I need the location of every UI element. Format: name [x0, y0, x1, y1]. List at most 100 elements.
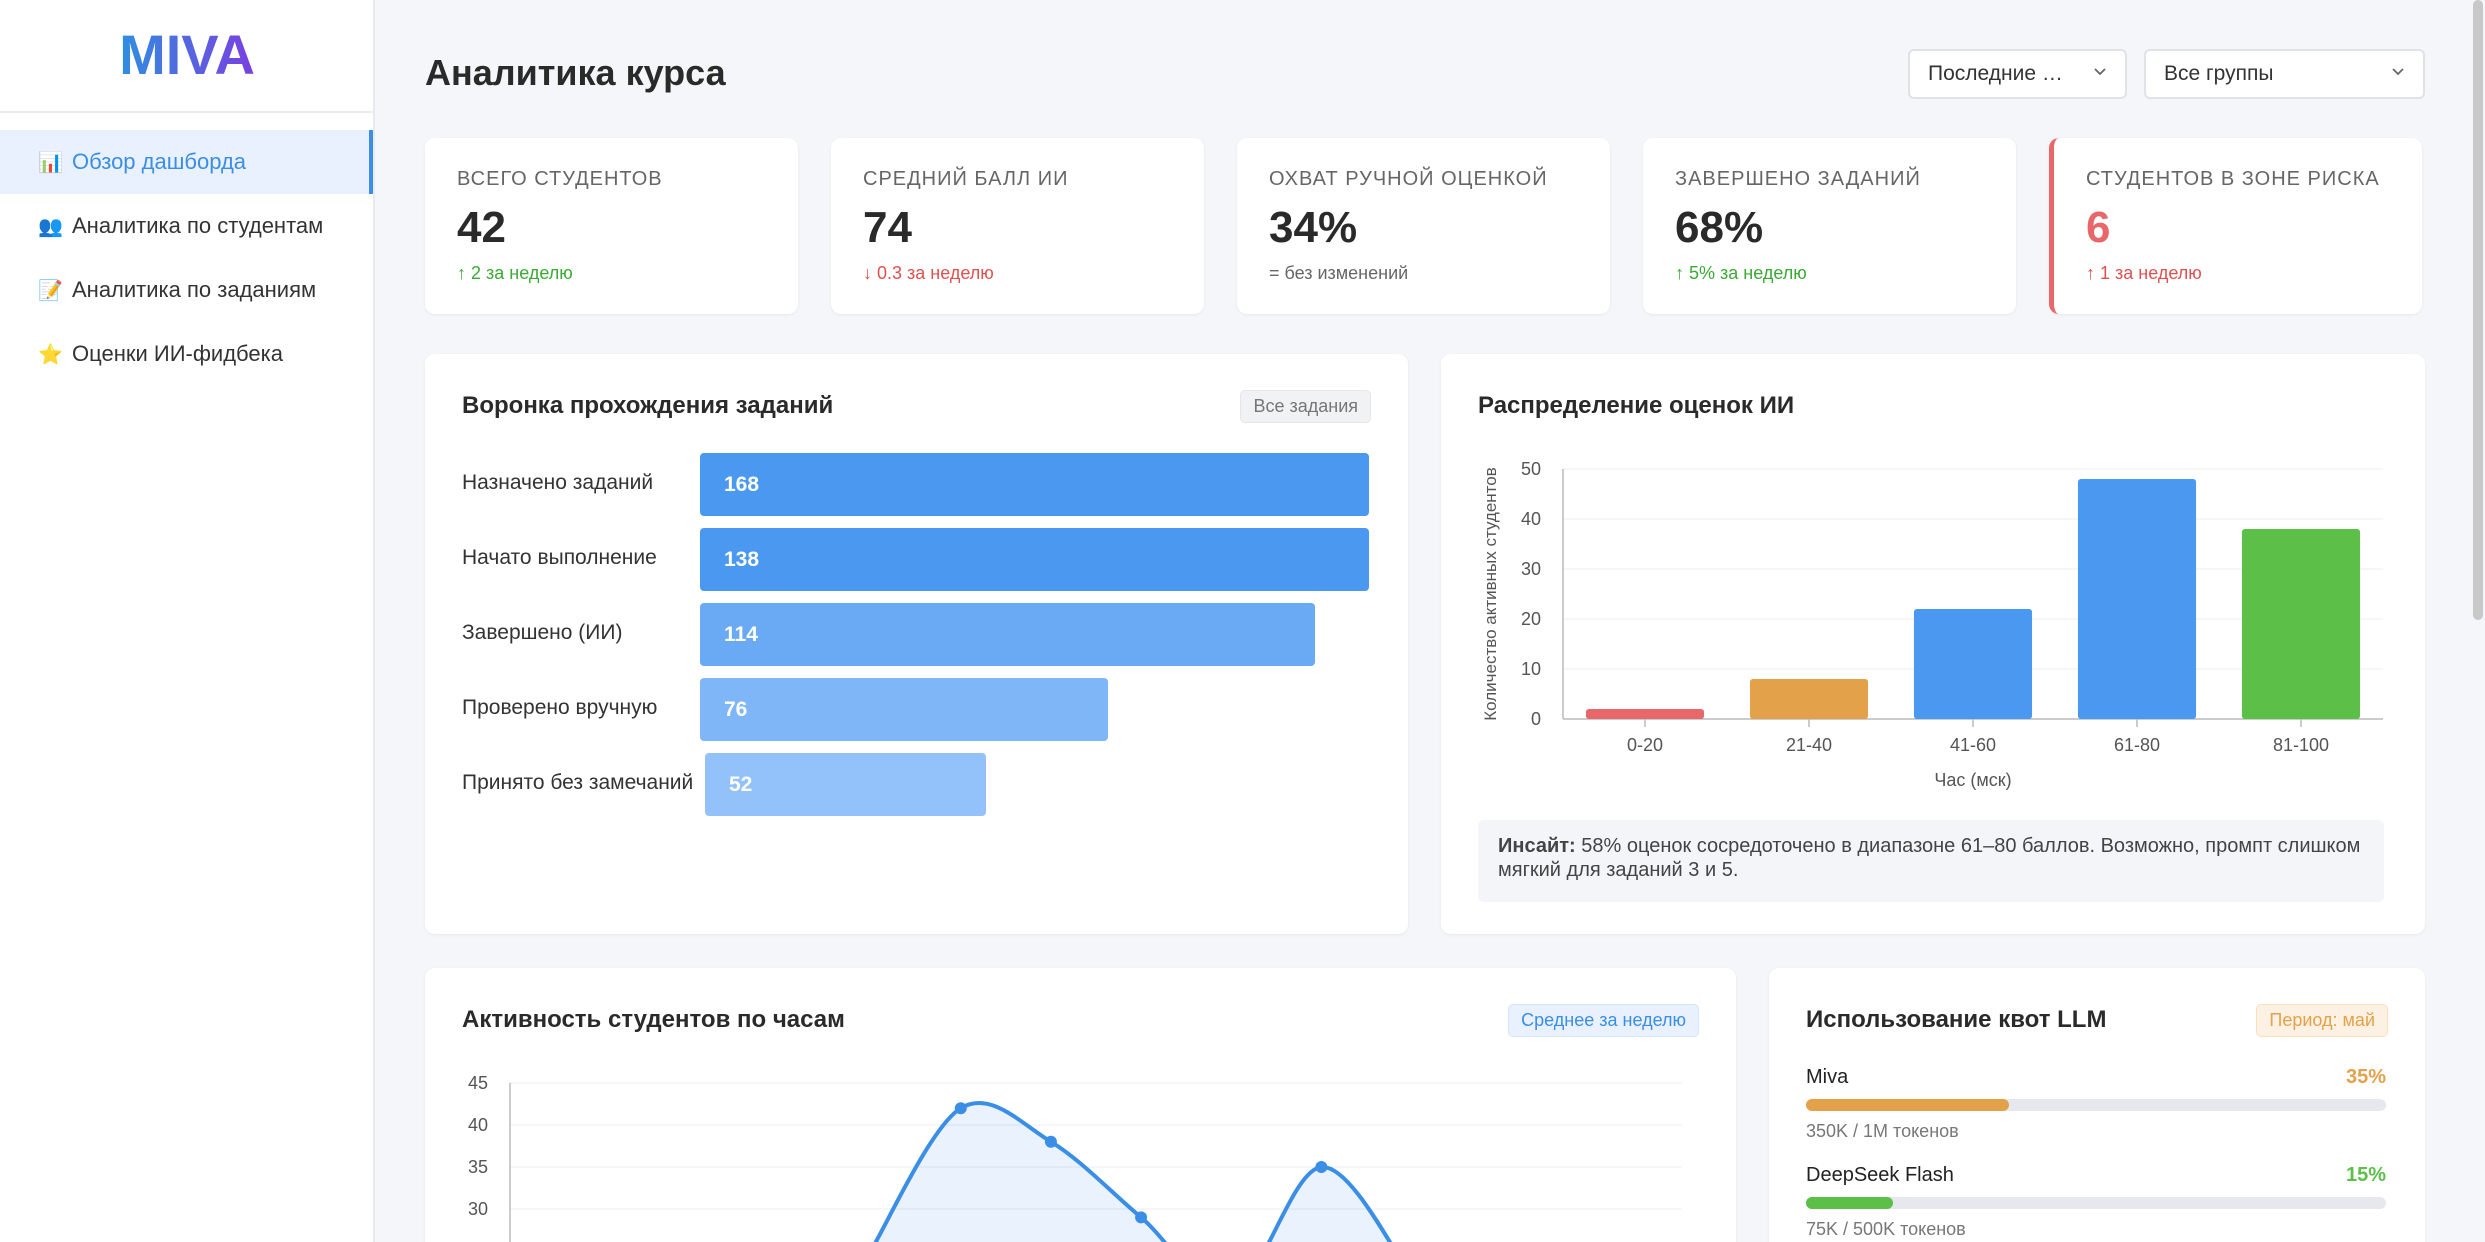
miva-logo: MIVA — [119, 26, 255, 86]
star-icon: ⭐ — [38, 343, 63, 366]
y-tick-label: 40 — [1521, 509, 1541, 529]
bar-chart-icon: 📊 — [38, 151, 63, 174]
insight-box: Инсайт: 58% оценок сосредоточено в диапа… — [1478, 820, 2384, 902]
quota-track — [1806, 1099, 2386, 1111]
kpi-total-students: ВСЕГО СТУДЕНТОВ 42 ↑ 2 за неделю — [425, 138, 798, 314]
y-tick-label: 50 — [1521, 459, 1541, 479]
quota-period-badge[interactable]: Период: май — [2256, 1004, 2388, 1037]
bar — [1749, 679, 1869, 719]
x-axis-label: Час (мск) — [1934, 770, 2011, 790]
kpi-delta: ↑ 1 за неделю — [2086, 263, 2202, 283]
kpi-label: ЗАВЕРШЕНО ЗАДАНИЙ — [1675, 168, 1921, 190]
funnel-bar: 76 — [700, 678, 1108, 741]
y-tick-label: 45 — [468, 1073, 488, 1093]
group-select-value: Все группы — [2164, 62, 2274, 85]
data-point — [954, 1102, 967, 1115]
svg-text:MIVA: MIVA — [119, 26, 255, 86]
funnel-row-label: Проверено вручную — [462, 696, 658, 719]
grade-chart-title: Распределение оценок ИИ — [1478, 392, 1795, 419]
data-point — [1315, 1161, 1328, 1173]
sidebar-item-assignments[interactable]: 📝 Аналитика по заданиям — [0, 258, 373, 322]
funnel-row-label: Начато выполнение — [462, 546, 657, 569]
data-point — [1135, 1211, 1148, 1224]
funnel-row: Начато выполнение 138 — [462, 528, 1369, 591]
sidebar-item-label: Обзор дашборда — [72, 149, 247, 174]
period-select[interactable]: Последние … — [1908, 49, 2127, 99]
kpi-delta: ↑ 5% за неделю — [1675, 263, 1807, 283]
kpi-manual-coverage: ОХВАТ РУЧНОЙ ОЦЕНКОЙ 34% = без изменений — [1237, 138, 1610, 314]
funnel-row: Завершено (ИИ) 114 — [462, 603, 1362, 666]
kpi-label: СТУДЕНТОВ В ЗОНЕ РИСКА — [2086, 168, 2380, 190]
funnel-row: Проверено вручную 76 — [462, 678, 1362, 741]
funnel-row: Принято без замечаний 52 — [462, 753, 1362, 816]
sidebar-nav: 📊 Обзор дашборда 👥 Аналитика по студента… — [0, 113, 373, 386]
x-tick-label: 21-40 — [1786, 735, 1832, 755]
kpi-at-risk-students: СТУДЕНТОВ В ЗОНЕ РИСКА 6 ↑ 1 за неделю — [2049, 138, 2422, 314]
kpi-value: 6 — [2086, 203, 2111, 252]
kpi-delta: ↑ 2 за неделю — [457, 263, 573, 283]
quota-tokens: 350K / 1M токенов — [1806, 1121, 1959, 1141]
quota-percent: 15% — [2345, 1164, 2386, 1186]
quota-item-miva: Miva 35% 350K / 1M токенов — [1806, 1066, 2386, 1142]
sidebar-item-students[interactable]: 👥 Аналитика по студентам — [0, 194, 373, 258]
sidebar: MIVA 📊 Обзор дашборда 👥 Аналитика по сту… — [0, 0, 375, 1242]
kpi-avg-ai-score: СРЕДНИЙ БАЛЛ ИИ 74 ↓ 0.3 за неделю — [831, 138, 1204, 314]
insight-label: Инсайт: — [1498, 835, 1576, 857]
y-tick-label: 0 — [1531, 709, 1541, 729]
main-content: Аналитика курса Последние … Все группы В… — [377, 0, 2472, 1242]
quota-item-deepseek: DeepSeek Flash 15% 75K / 500K токенов — [1806, 1164, 2386, 1240]
activity-title: Активность студентов по часам — [462, 1006, 845, 1033]
sidebar-item-overview[interactable]: 📊 Обзор дашборда — [0, 130, 373, 194]
quota-track — [1806, 1197, 2386, 1209]
funnel-bar: 114 — [700, 603, 1315, 666]
quota-name: DeepSeek Flash — [1806, 1164, 1954, 1186]
page-title: Аналитика курса — [425, 52, 726, 93]
funnel-row-label: Назначено заданий — [462, 471, 654, 494]
page-scrollbar[interactable] — [2473, 0, 2483, 620]
period-select-value: Последние … — [1928, 62, 2063, 85]
insight-text: 58% оценок сосредоточено в диапазоне 61–… — [1498, 835, 2361, 881]
y-tick-label: 20 — [1521, 609, 1541, 629]
kpi-delta: ↓ 0.3 за неделю — [863, 263, 994, 283]
funnel-row-label: Завершено (ИИ) — [462, 621, 623, 644]
funnel-card: Воронка прохождения заданий Все задания … — [425, 354, 1408, 934]
chevron-down-icon — [2094, 68, 2106, 76]
funnel-bar: 168 — [700, 453, 1369, 516]
activity-card: Активность студентов по часам Среднее за… — [425, 968, 1736, 1242]
quota-percent: 35% — [2345, 1066, 2386, 1088]
kpi-label: ВСЕГО СТУДЕНТОВ — [457, 168, 663, 190]
kpi-label: СРЕДНИЙ БАЛЛ ИИ — [863, 168, 1069, 190]
funnel-row: Назначено заданий 168 — [462, 453, 1369, 516]
y-axis-label: Количество активных студентов — [1481, 467, 1500, 721]
funnel-title: Воронка прохождения заданий — [462, 392, 834, 419]
grade-distribution-card: Распределение оценок ИИ 0 10 20 30 40 50 0-20 2… — [1441, 354, 2425, 934]
sidebar-item-label: Аналитика по заданиям — [72, 277, 317, 302]
chevron-down-icon — [2392, 68, 2404, 76]
y-tick-label: 35 — [468, 1157, 488, 1177]
y-tick-label: 30 — [468, 1199, 488, 1219]
kpi-value: 42 — [457, 203, 506, 252]
quota-fill — [1806, 1197, 1893, 1209]
memo-icon: 📝 — [38, 279, 63, 302]
bar — [2241, 529, 2361, 719]
bar — [2077, 479, 2197, 719]
quota-tokens: 75K / 500K токенов — [1806, 1219, 1966, 1239]
activity-period-badge[interactable]: Среднее за неделю — [1508, 1004, 1699, 1037]
y-tick-label: 30 — [1521, 559, 1541, 579]
logo[interactable]: MIVA — [0, 0, 373, 113]
funnel-filter-badge[interactable]: Все задания — [1240, 390, 1371, 423]
y-tick-label: 40 — [468, 1115, 488, 1135]
funnel-bar: 138 — [700, 528, 1369, 591]
kpi-value: 74 — [863, 203, 912, 252]
funnel-bar: 52 — [705, 753, 986, 816]
quota-fill — [1806, 1099, 2009, 1111]
sidebar-item-label: Оценки ИИ-фидбека — [72, 341, 283, 366]
kpi-completed-assignments: ЗАВЕРШЕНО ЗАДАНИЙ 68% ↑ 5% за неделю — [1643, 138, 2016, 314]
sidebar-item-feedback-ratings[interactable]: ⭐ Оценки ИИ-фидбека — [0, 322, 373, 386]
x-tick-label: 0-20 — [1627, 735, 1663, 755]
kpi-delta: = без изменений — [1269, 263, 1409, 283]
bar — [1585, 709, 1705, 719]
group-select[interactable]: Все группы — [2144, 49, 2425, 99]
y-tick-label: 10 — [1521, 659, 1541, 679]
activity-line-chart: 30 35 40 45 — [468, 1073, 1682, 1242]
